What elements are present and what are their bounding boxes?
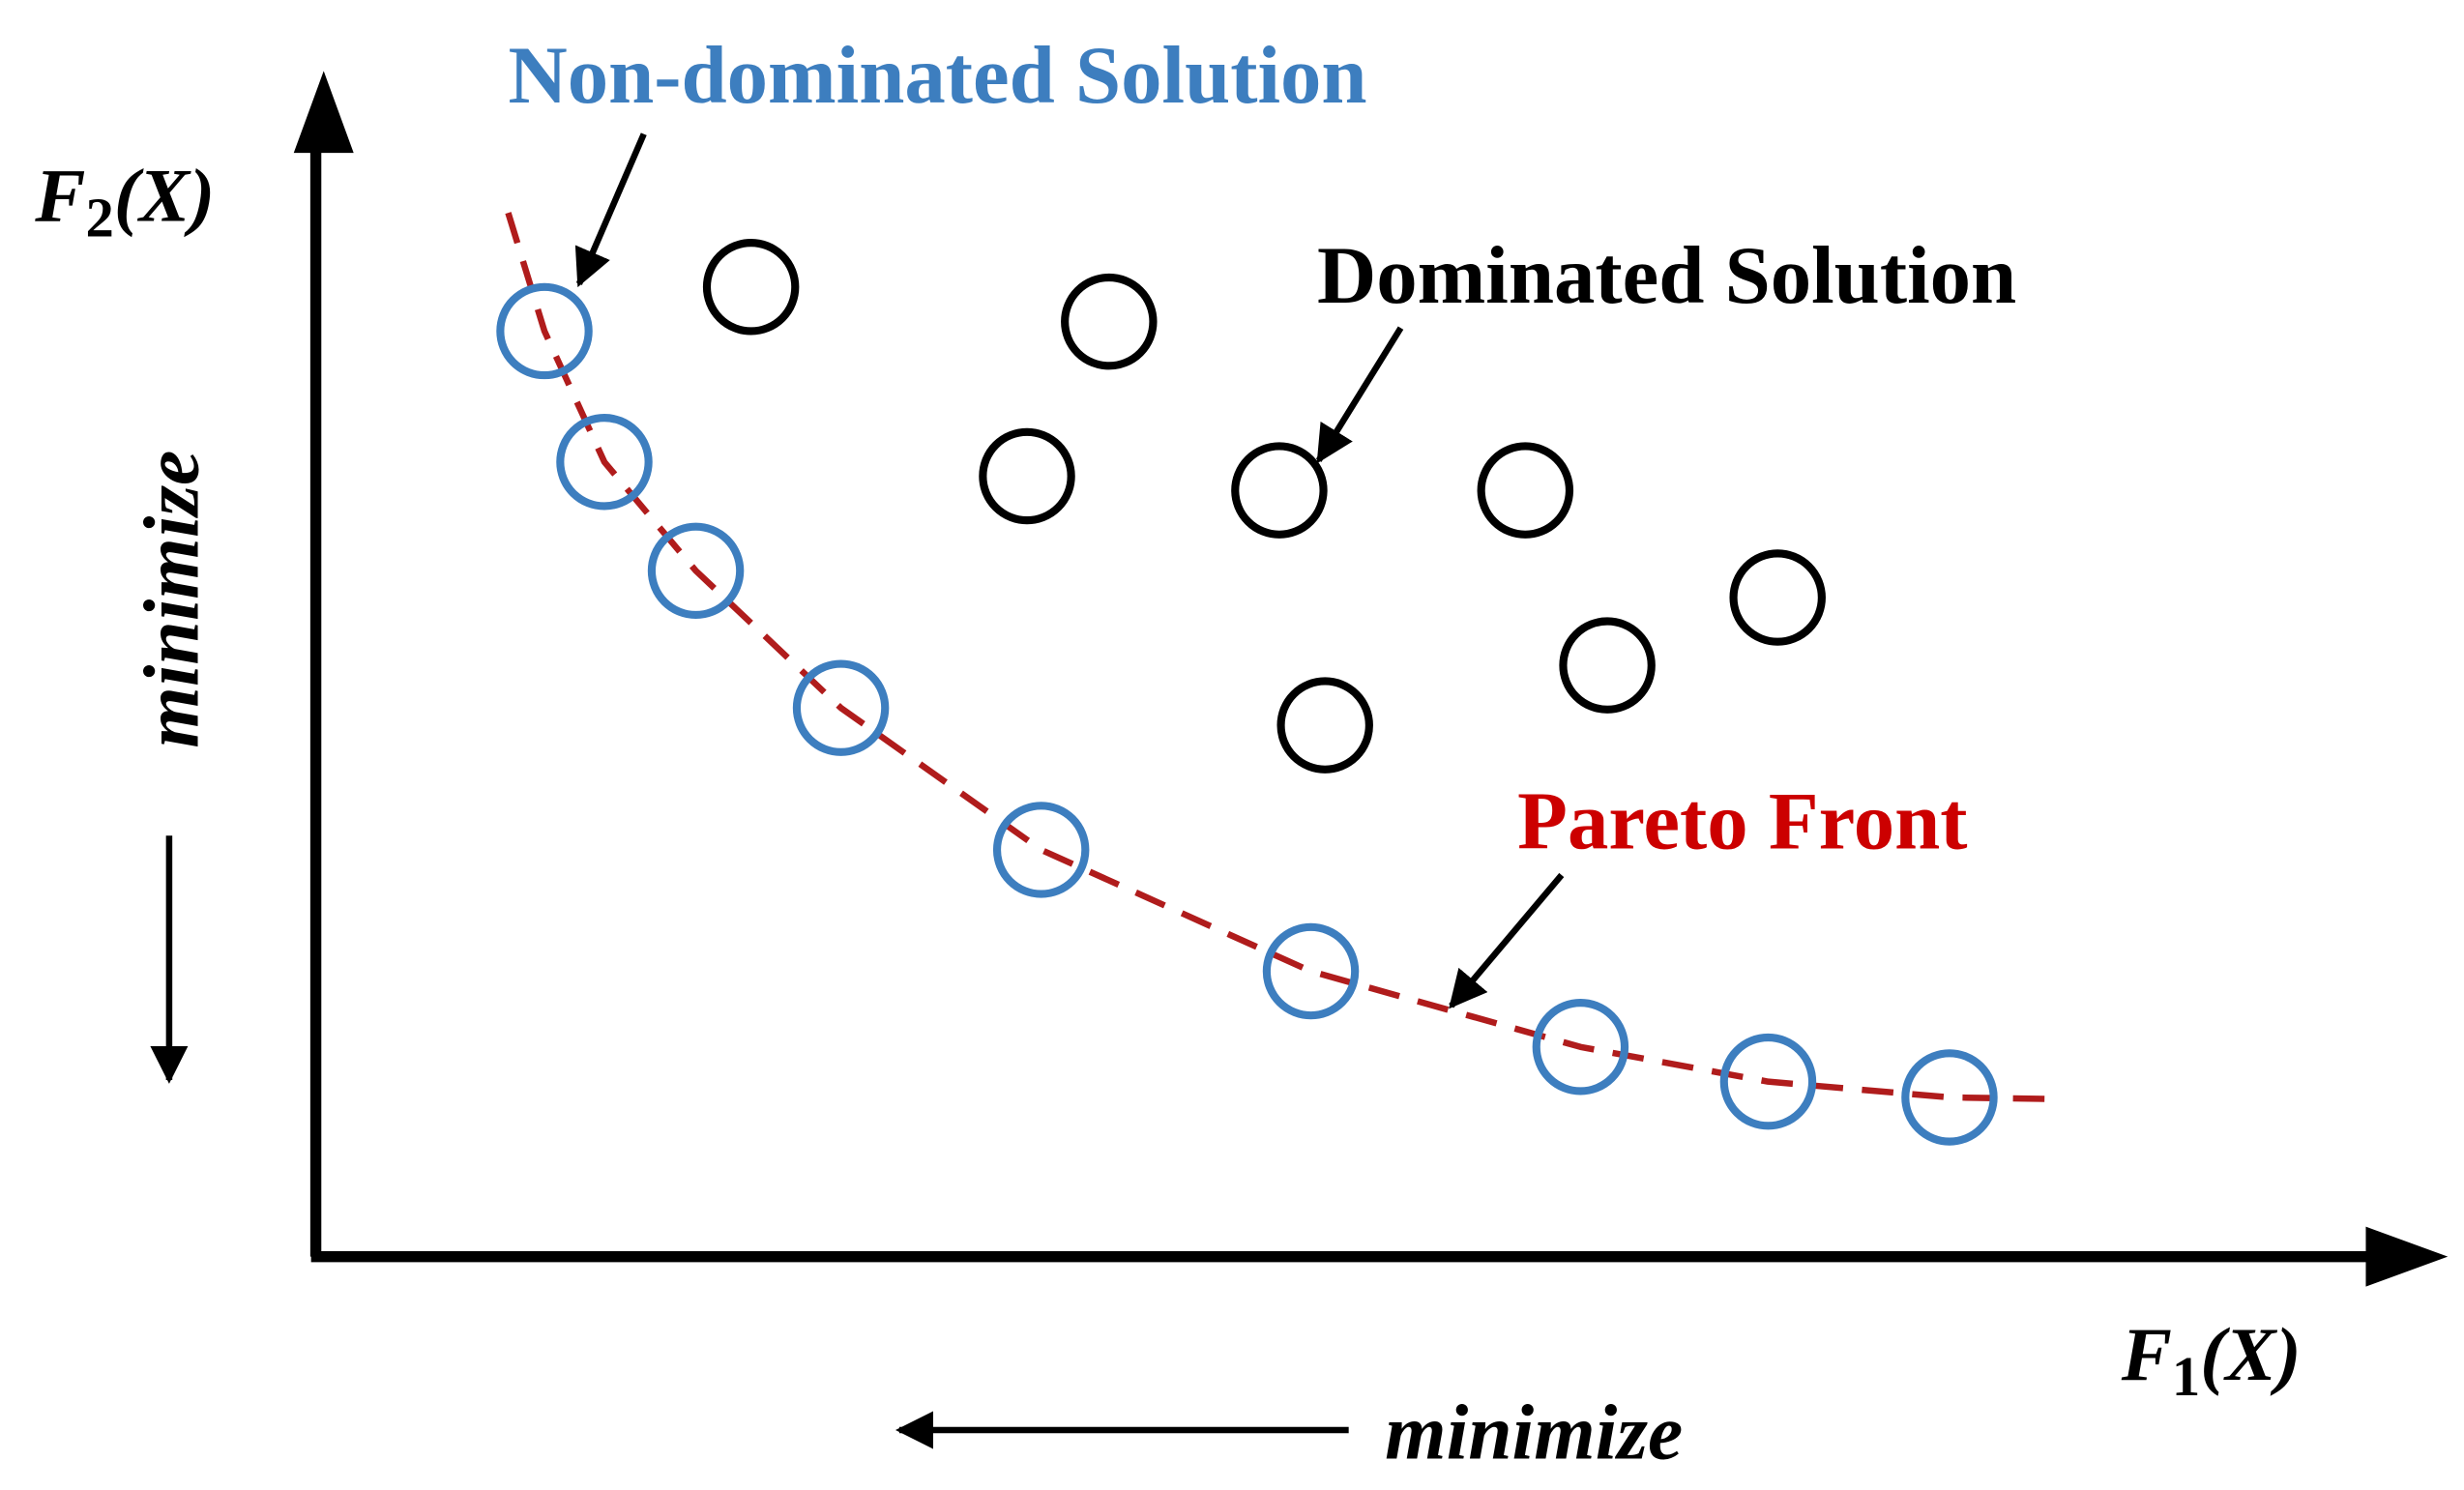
non-dominated-points xyxy=(496,282,1998,1146)
y-direction-label: minimize xyxy=(127,451,215,748)
pareto-curve xyxy=(505,212,2051,1102)
dominated-point xyxy=(1231,442,1328,539)
non-dominated-point xyxy=(992,802,1090,898)
non-dominated-point xyxy=(1532,999,1629,1096)
non-dominated-point xyxy=(556,414,653,511)
non-dominated-point xyxy=(496,282,593,380)
non-dominated-point xyxy=(792,659,890,756)
non-dominated-arrow xyxy=(574,132,647,288)
non-dominated-point xyxy=(1719,1033,1817,1130)
pareto-label: Pareto Front xyxy=(1517,775,1967,866)
y-axis-subscript: 2 xyxy=(86,187,114,249)
y-axis-base: F xyxy=(34,153,85,237)
x-axis-label: F1(X) xyxy=(2121,1312,2302,1408)
dominated-point xyxy=(979,427,1075,525)
x-axis-base: F xyxy=(2121,1312,2172,1396)
pareto-arrow xyxy=(1449,872,1565,1009)
x-axis-subscript: 1 xyxy=(2172,1345,2200,1408)
y-axis-label: F2(X) xyxy=(34,153,215,248)
non-dominated-point xyxy=(1901,1049,1998,1146)
y-axis-arg: (X) xyxy=(114,153,215,237)
dominated-point xyxy=(1061,273,1158,370)
dominated-point xyxy=(1477,442,1574,539)
dominated-label: Dominated Solution xyxy=(1317,230,2016,321)
non-dominated-point xyxy=(647,522,745,620)
dominated-point xyxy=(1559,617,1656,714)
dominated-points xyxy=(702,239,1826,774)
non-dominated-point xyxy=(1262,922,1360,1020)
non-dominated-label: Non-dominated Solution xyxy=(509,30,1367,121)
x-direction-label: minimize xyxy=(1385,1388,1683,1475)
dominated-arrow xyxy=(1315,326,1404,464)
x-axis-arrow xyxy=(2365,1226,2449,1287)
dominated-point xyxy=(1729,549,1826,646)
dominated-point xyxy=(702,239,800,336)
dominated-point xyxy=(1276,677,1373,774)
y-axis-arrow xyxy=(293,71,354,154)
x-axis-arg: (X) xyxy=(2200,1312,2301,1396)
